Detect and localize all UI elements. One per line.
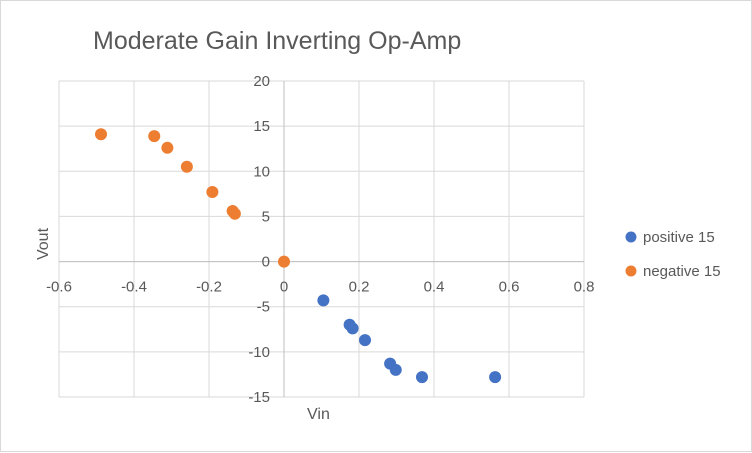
vertical-gridlines (58, 81, 585, 397)
y-tick-label: -5 (257, 299, 270, 316)
y-tick-labels: -15 -10 -5 0 5 10 15 20 (248, 73, 270, 406)
x-tick-label: 0.4 (424, 279, 445, 296)
x-tick-label: 0.8 (574, 279, 595, 296)
x-tick-labels: -0.6 -0.4 -0.2 0 0.2 0.4 0.6 0.8 (46, 279, 594, 296)
data-point-positive-15 (359, 334, 371, 347)
y-tick-label: 10 (253, 163, 270, 180)
horizontal-gridlines (59, 80, 584, 398)
y-tick-label: 20 (253, 73, 270, 90)
legend-label-negative-15: negative 15 (643, 263, 721, 280)
legend-marker-positive-15 (625, 231, 637, 243)
x-tick-label: 0 (280, 279, 288, 296)
x-tick-label: -0.6 (46, 279, 72, 296)
data-point-negative-15 (180, 160, 193, 173)
data-point-negative-15 (95, 128, 107, 141)
x-tick-label: -0.4 (121, 279, 147, 296)
data-points (95, 128, 502, 384)
data-point-positive-15 (317, 294, 330, 307)
y-tick-label: -15 (248, 389, 270, 406)
legend: positive 15 negative 15 (625, 229, 721, 280)
data-point-positive-15 (416, 371, 428, 384)
x-tick-label: -0.2 (196, 279, 222, 296)
y-axis-label: Vout (35, 227, 52, 260)
y-tick-label: 15 (253, 118, 270, 135)
legend-marker-negative-15 (625, 265, 637, 277)
data-point-negative-15 (278, 255, 290, 268)
y-tick-label: 5 (262, 208, 270, 225)
y-tick-label: 0 (262, 254, 270, 271)
data-point-negative-15 (206, 186, 219, 199)
data-point-negative-15 (228, 207, 241, 220)
axes (59, 81, 584, 397)
chart-title: Moderate Gain Inverting Op-Amp (93, 27, 461, 55)
x-tick-label: 0.6 (499, 279, 520, 296)
data-point-positive-15 (389, 363, 402, 376)
x-axis-label: Vin (307, 406, 330, 423)
data-point-positive-15 (346, 322, 359, 335)
data-point-negative-15 (161, 141, 174, 154)
y-tick-label: -10 (248, 344, 270, 361)
legend-label-positive-15: positive 15 (643, 229, 715, 246)
data-point-negative-15 (148, 130, 161, 143)
x-tick-label: 0.2 (349, 279, 370, 296)
data-point-positive-15 (489, 371, 502, 384)
